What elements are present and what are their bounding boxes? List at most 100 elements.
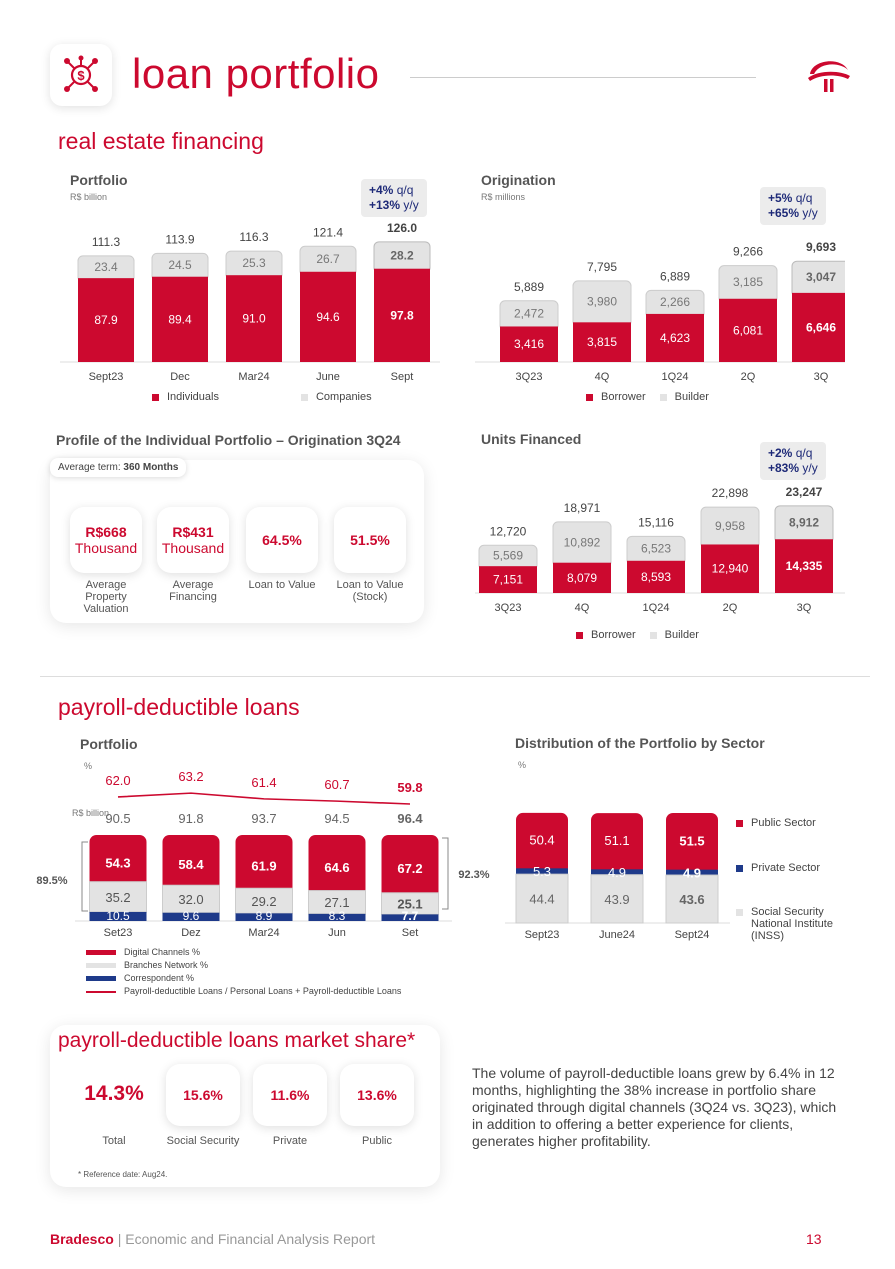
ms-label-public: Public [362, 1135, 392, 1147]
category-label: Sept23 [525, 929, 560, 941]
bar-segment-borrower [78, 278, 134, 362]
kpi-value: 51.5% [350, 532, 390, 548]
category-label: Dez [181, 927, 201, 939]
value-label: 6,081 [733, 323, 763, 337]
category-label: Sept [391, 371, 414, 383]
value-label: 4,623 [660, 331, 690, 345]
category-label: Set [402, 927, 419, 939]
bar-segment-borrower [226, 275, 282, 362]
money-network-icon: $ [64, 55, 98, 92]
legend-builder: Builder [674, 391, 709, 403]
pd-distribution-unit: % [518, 760, 527, 770]
badge-qq-unit: q/q [792, 191, 813, 205]
legend-swatch-builder [649, 631, 657, 639]
re-portfolio-title: Portfolio [70, 172, 128, 188]
bar-segment-branches [381, 892, 439, 915]
right-bracket [442, 837, 449, 910]
value-label: 64.6 [324, 860, 349, 875]
bar-segment-borrower [500, 326, 558, 362]
bar-segment-borrower [627, 560, 685, 593]
value-label: 44.4 [529, 892, 554, 907]
value-label: 26.7 [316, 252, 340, 266]
bracket-label-right: 92.3% [458, 869, 489, 881]
badge-qq-value: +4% [369, 183, 394, 197]
bar-segment-digital [89, 835, 147, 888]
value-label: 91.0 [242, 312, 266, 326]
bar-segment-private [591, 869, 643, 875]
bar-segment-borrower [775, 539, 833, 593]
category-label: 1Q24 [643, 602, 670, 614]
line-value-label: 63.2 [178, 769, 203, 784]
badge-yy-value: +13% [369, 198, 401, 212]
value-label: 3,815 [587, 335, 617, 349]
value-label: 4.9 [683, 865, 701, 880]
bar-segment-private [516, 868, 568, 875]
kpi-label-property-valuation: Average Property Valuation [83, 579, 129, 615]
value-label: 87.9 [94, 313, 118, 327]
pd-distribution-legend: Public Sector Private Sector Social Secu… [736, 816, 846, 942]
category-label: 1Q24 [662, 371, 689, 383]
legend-swatch-ratio-line [86, 990, 116, 993]
page-number: 13 [806, 1231, 822, 1247]
pd-portfolio-legend: Digital Channels % Branches Network % Co… [86, 946, 401, 998]
total-label: 116.3 [239, 230, 268, 244]
footer: Bradesco | Economic and Financial Analys… [50, 1231, 375, 1247]
kpi-loan-to-value: 64.5% [246, 507, 318, 573]
legend-swatch-branches [86, 963, 116, 968]
badge-qq-unit: q/q [393, 183, 414, 197]
average-term-tag: Average term: 360 Months [50, 458, 187, 477]
bar-segment-correspondent [235, 913, 293, 921]
total-label: 111.3 [92, 235, 121, 249]
bar-segment-digital [381, 835, 439, 899]
value-label: 61.9 [251, 859, 276, 874]
value-label: 3,980 [587, 295, 617, 309]
value-label: 6,523 [641, 542, 671, 556]
bar-segment-correspondent [162, 912, 220, 921]
bar-segment-inss [590, 874, 644, 924]
legend-swatch-public [736, 819, 743, 827]
value-label: 8,593 [641, 570, 671, 584]
pd-portfolio-pct-unit: % [84, 761, 93, 771]
kpi-value: 13.6% [357, 1087, 397, 1103]
footer-brand: Bradesco [50, 1231, 114, 1247]
re-origination-growth-badge: +5% q/q +65% y/y [760, 187, 826, 225]
legend-swatch-digital [86, 950, 116, 955]
value-label: 5,569 [493, 549, 523, 563]
kpi-unit: Thousand [74, 540, 138, 556]
value-label: 7,151 [493, 573, 523, 587]
section-icon-box: $ [50, 44, 112, 106]
kpi-value: R$431 [172, 524, 214, 540]
bar-segment-digital [162, 835, 220, 892]
kpi-property-valuation: R$668 Thousand [70, 507, 142, 573]
bar-segment-digital [235, 835, 293, 895]
value-label: 3,047 [806, 270, 836, 284]
value-label: 3,185 [733, 275, 763, 289]
average-term-label: Average term: [58, 462, 124, 473]
line-value-label: 61.4 [251, 775, 276, 790]
re-portfolio-legend: Individuals Companies [152, 391, 372, 403]
kpi-value: 64.5% [262, 532, 302, 548]
re-origination-chart: 3,416 2,472 5,889 3Q23 3,815 3,980 7,795 4Q 4,62… [475, 240, 845, 383]
value-label: 25.1 [397, 897, 422, 912]
legend-swatch-companies [300, 393, 308, 401]
body-paragraph: The volume of payroll-deductible loans g… [472, 1065, 837, 1149]
category-label: 3Q [797, 602, 812, 614]
re-portfolio-unit: R$ billion [70, 192, 108, 202]
bar-segment-digital [308, 835, 366, 897]
value-label: 23.4 [94, 260, 118, 274]
footer-separator: | [113, 1231, 126, 1247]
total-label: 22,898 [712, 486, 749, 500]
value-label: 54.3 [105, 855, 130, 870]
total-label: 93.7 [251, 811, 276, 826]
re-origination-unit: R$ millions [481, 192, 526, 202]
bar-segment-public [666, 813, 718, 876]
re-units-chart: 7,151 5,569 12,720 3Q23 8,079 10,892 18,971 4Q 8… [475, 485, 845, 614]
legend-public: Public Sector [751, 817, 816, 829]
kpi-loan-to-value-stock: 51.5% [334, 507, 406, 573]
kpi-average-financing: R$431 Thousand [157, 507, 229, 573]
legend-ratio-line: Payroll-deductible Loans / Personal Loan… [124, 986, 402, 996]
value-label: 43.9 [604, 892, 629, 907]
value-label: 89.4 [168, 312, 192, 326]
re-units-legend: Borrower Builder [576, 629, 699, 641]
kpi-label-loan-to-value: Loan to Value [248, 579, 316, 591]
